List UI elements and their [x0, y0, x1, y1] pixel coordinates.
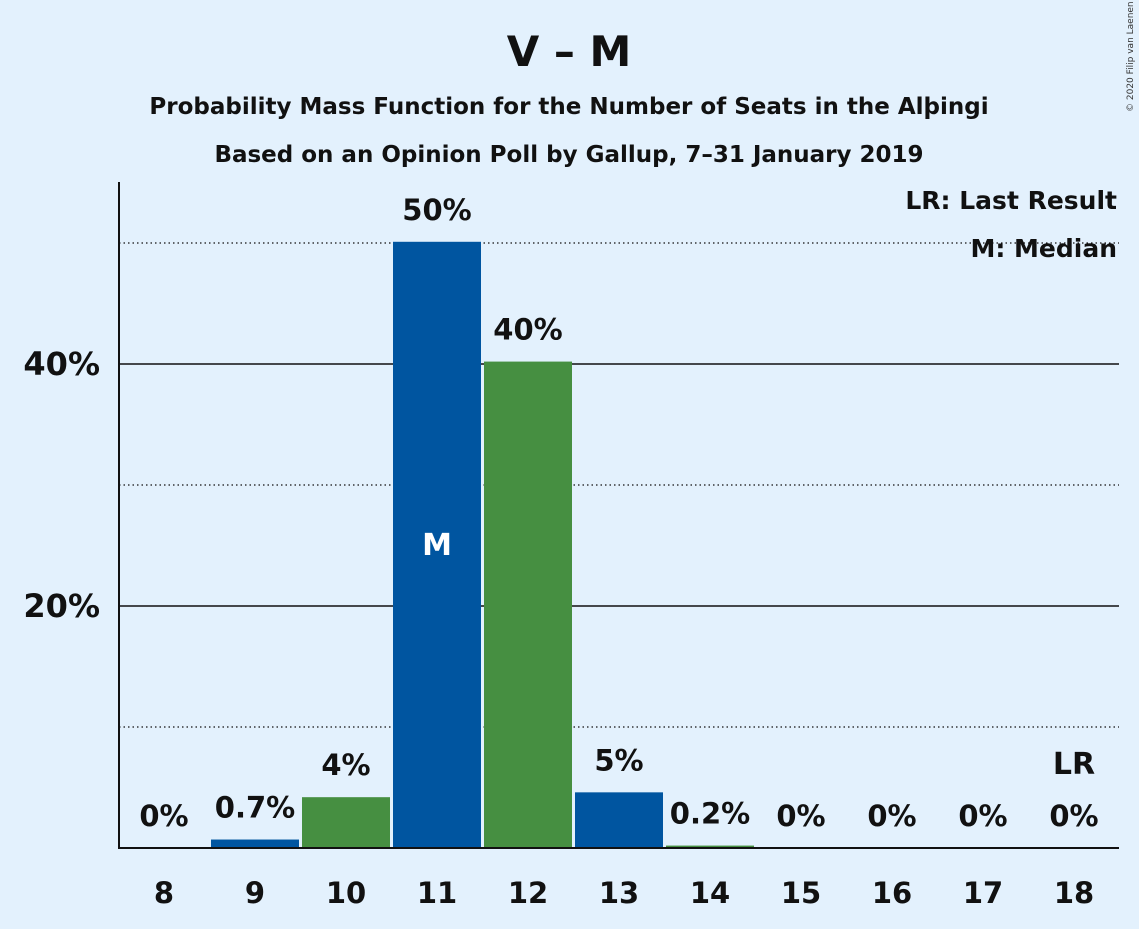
- bar-value-label: 0.2%: [670, 797, 750, 831]
- bar-seats-9: [211, 839, 299, 848]
- x-tick-label: 11: [417, 876, 457, 910]
- bar-value-label: 0%: [1049, 799, 1098, 833]
- bar-value-label: 4%: [321, 748, 370, 782]
- bar-value-label: 5%: [594, 743, 643, 777]
- bar-value-label: 40%: [493, 313, 562, 347]
- legend-last-result: LR: Last Result: [905, 186, 1117, 215]
- bar-seats-13: [575, 792, 663, 848]
- bar-value-label: 0%: [776, 799, 825, 833]
- x-tick-label: 8: [154, 876, 174, 910]
- x-tick-label: 12: [508, 876, 548, 910]
- bar-value-labels: 0% 0.7% 4% 50% 40% 5% 0.2% 0% 0% 0% 0%: [139, 193, 1098, 833]
- chart-subtitle-poll: Based on an Opinion Poll by Gallup, 7–31…: [214, 142, 923, 168]
- bar-value-label: 50%: [402, 193, 471, 227]
- last-result-marker: LR: [1053, 747, 1095, 782]
- x-axis-ticks: 8 9 10 11 12 13 14 15 16 17 18: [154, 876, 1094, 910]
- median-marker: M: [422, 528, 452, 563]
- bar-seats-10: [302, 797, 390, 848]
- x-tick-label: 13: [599, 876, 639, 910]
- legend-median: M: Median: [970, 234, 1117, 263]
- bar-seats-11: [393, 241, 481, 849]
- bar-value-label: 0%: [958, 799, 1007, 833]
- bar-markers: M LR: [422, 528, 1095, 782]
- gridlines: [119, 242, 1119, 728]
- chart-subtitle: Probability Mass Function for the Number…: [149, 94, 988, 120]
- bar-value-label: 0%: [867, 799, 916, 833]
- x-tick-label: 16: [872, 876, 912, 910]
- x-tick-label: 18: [1054, 876, 1094, 910]
- bar-seats-14: [666, 845, 754, 848]
- bar-value-label: 0.7%: [215, 791, 295, 825]
- x-tick-label: 17: [963, 876, 1003, 910]
- y-axis-ticks: 20% 40%: [23, 345, 100, 625]
- chart-title: V – M: [507, 27, 632, 76]
- x-tick-label: 15: [781, 876, 821, 910]
- y-tick-label: 40%: [23, 345, 100, 383]
- y-tick-label: 20%: [23, 587, 100, 625]
- bars: [211, 241, 754, 849]
- x-tick-label: 14: [690, 876, 730, 910]
- x-tick-label: 9: [245, 876, 265, 910]
- bar-seats-12: [484, 361, 572, 848]
- copyright-notice: © 2020 Filip van Laenen: [1126, 1, 1136, 112]
- x-tick-label: 10: [326, 876, 366, 910]
- bar-value-label: 0%: [139, 799, 188, 833]
